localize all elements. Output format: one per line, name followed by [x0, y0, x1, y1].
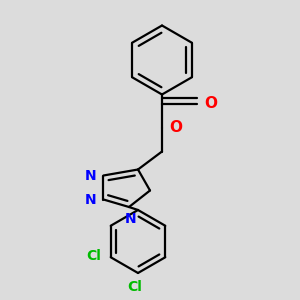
- Text: Cl: Cl: [86, 249, 101, 263]
- Text: N: N: [85, 169, 97, 182]
- Text: Cl: Cl: [127, 280, 142, 294]
- Text: N: N: [85, 193, 97, 206]
- Text: N: N: [125, 212, 136, 226]
- Text: O: O: [204, 96, 217, 111]
- Text: O: O: [169, 120, 182, 135]
